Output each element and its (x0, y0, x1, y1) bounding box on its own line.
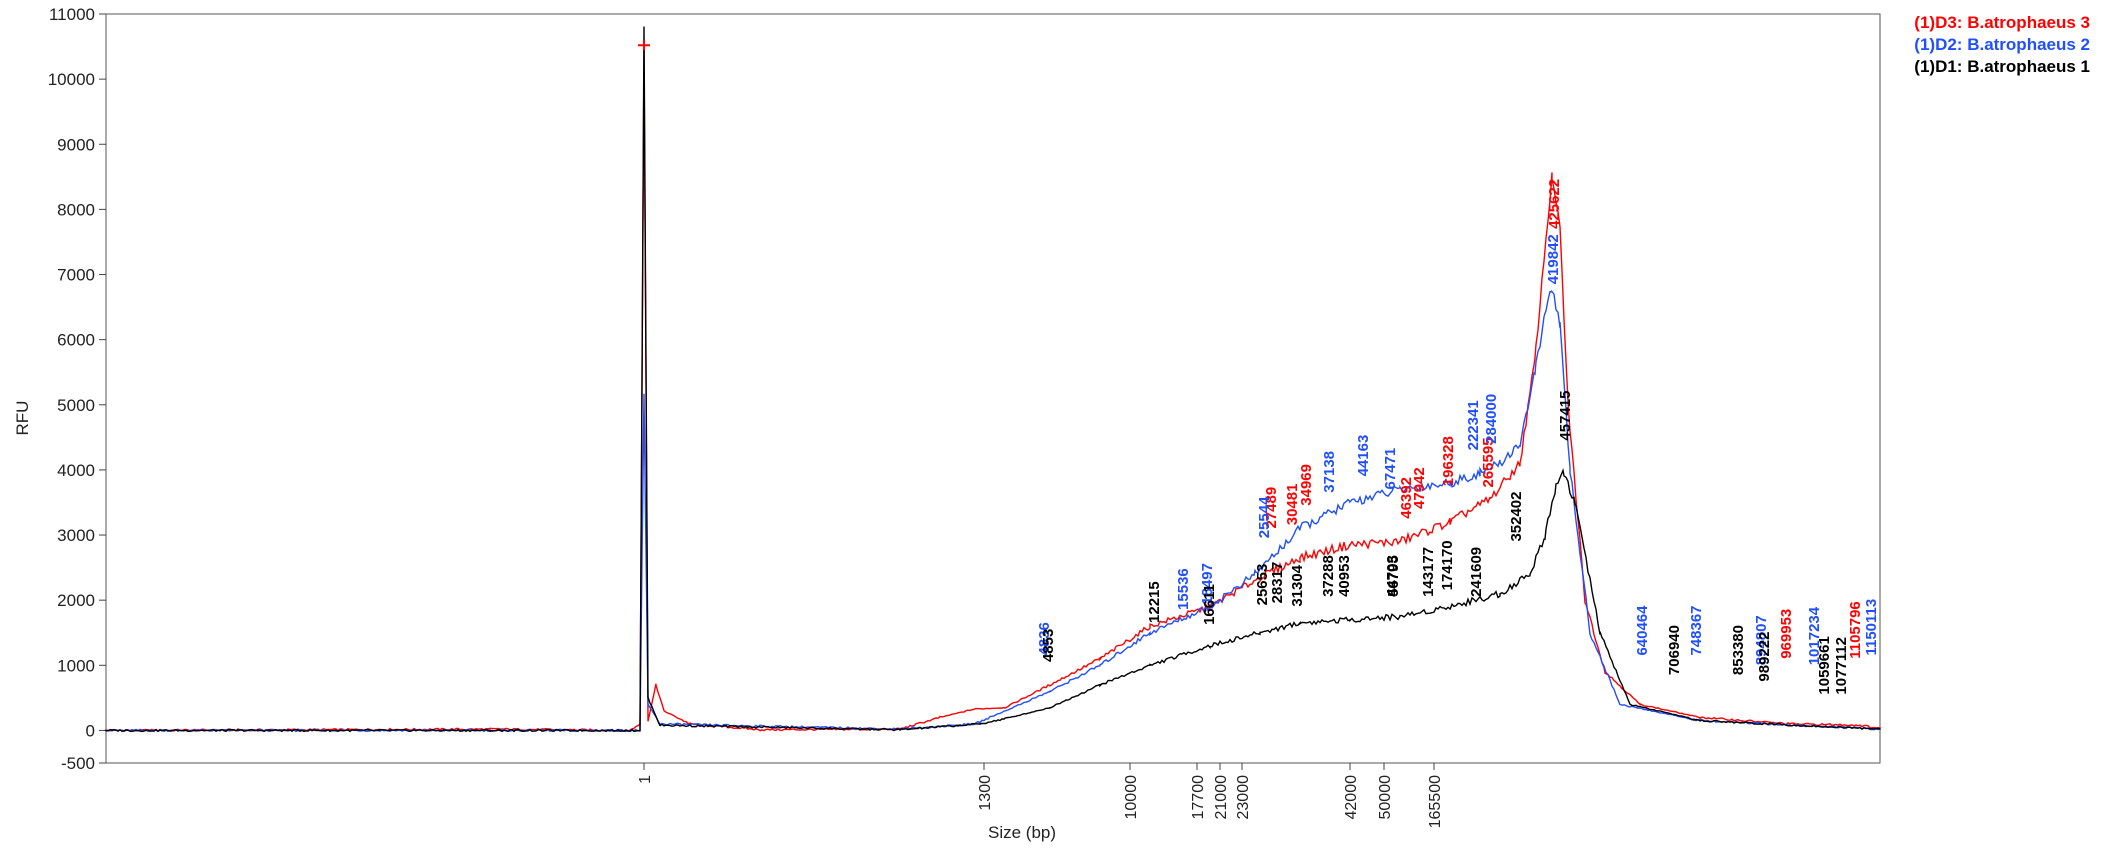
x-tick-label: 1 (637, 775, 654, 784)
peak-label: 174170 (1439, 540, 1456, 590)
x-tick-label: 21000 (1213, 775, 1230, 820)
series-line-1 (105, 46, 1881, 733)
peak-label: 1077112 (1833, 637, 1850, 695)
peak-label: 25653 (1254, 564, 1271, 606)
y-tick-label: 0 (86, 721, 95, 740)
y-axis-title: RFU (13, 401, 32, 436)
peak-label: 1017234 (1806, 606, 1823, 665)
y-tick-label: 1000 (57, 656, 95, 675)
peak-label: 37288 (1320, 555, 1337, 597)
y-tick-label: 10000 (48, 70, 95, 89)
peak-label: 4853 (1040, 629, 1057, 662)
x-tick-label: 165500 (1427, 775, 1444, 828)
peak-label: 1150113 (1863, 599, 1880, 656)
legend-entry-d2: (1)D2: B.atrophaeus 2 (1914, 35, 2090, 54)
legend-entry-d3: (1)D3: B.atrophaeus 3 (1914, 13, 2090, 32)
x-tick-label: 50000 (1377, 775, 1394, 820)
series-lines (105, 26, 1881, 733)
peak-label: 46392 (1398, 477, 1415, 519)
peak-label: 12215 (1146, 581, 1163, 623)
plot-frame (105, 13, 1881, 764)
peak-label: 34969 (1298, 464, 1315, 506)
peak-label: 18497 (1199, 563, 1216, 605)
peak-label: 56795 (1385, 555, 1402, 597)
peak-label: 15536 (1175, 568, 1192, 610)
peak-label: 196328 (1440, 436, 1457, 486)
peak-label: 222341 (1465, 400, 1482, 450)
peak-label: 457415 (1557, 391, 1574, 441)
y-tick-label: 2000 (57, 591, 95, 610)
y-tick-label: 11000 (49, 5, 95, 24)
peak-label: 31304 (1289, 564, 1306, 606)
peak-label: 265595 (1480, 437, 1497, 487)
peak-label: 853380 (1730, 625, 1747, 675)
x-axis: 1 1300 10000 17700 21000 23000 42000 50000 16550… (637, 763, 1444, 828)
y-tick-label: -500 (61, 754, 95, 773)
peak-label: 241609 (1468, 547, 1485, 597)
peak-label: 419842 (1545, 234, 1562, 284)
peak-label: 1059661 (1816, 636, 1833, 694)
peak-label: 425622 (1546, 179, 1563, 229)
y-axis: -500 0 1000 2000 3000 4000 5000 6000 7000 8000 900… (48, 5, 106, 773)
peak-label: 67471 (1382, 448, 1399, 490)
legend-entry-d1: (1)D1: B.atrophaeus 1 (1914, 57, 2090, 76)
peak-label: 37138 (1321, 451, 1338, 493)
peak-label: 16611 (1201, 584, 1218, 625)
peak-label: 27489 (1263, 487, 1280, 529)
peak-label: 640464 (1634, 605, 1651, 656)
y-tick-label: 7000 (57, 266, 95, 285)
peak-label: 143177 (1420, 547, 1437, 597)
peak-label: 30481 (1284, 484, 1301, 526)
peak-label: 44163 (1355, 435, 1372, 477)
peak-label: 989222 (1756, 632, 1773, 682)
x-tick-label: 23000 (1235, 775, 1252, 820)
peak-label: 25544 (1256, 496, 1273, 538)
x-tick-label: 17700 (1190, 775, 1207, 820)
peak-label: 969953 (1778, 609, 1795, 659)
y-tick-label: 3000 (57, 526, 95, 545)
peak-label: 40953 (1336, 555, 1353, 597)
peak-label: 352402 (1508, 491, 1525, 541)
peak-label: 894807 (1753, 615, 1770, 665)
peak-label: 4836 (1036, 622, 1053, 655)
peak-label: 1105796 (1847, 601, 1864, 659)
peak-label: 706940 (1666, 625, 1683, 675)
peak-label: 284000 (1483, 394, 1500, 444)
series-line-3 (105, 26, 1881, 733)
y-tick-label: 8000 (57, 200, 95, 219)
legend: (1)D3: B.atrophaeus 3 (1)D2: B.atrophaeu… (1914, 12, 2090, 78)
peak-marker (638, 40, 650, 51)
x-tick-label: 1300 (977, 775, 994, 811)
peak-label: 47942 (1411, 467, 1428, 509)
y-tick-label: 5000 (57, 396, 95, 415)
peak-label: 748367 (1688, 605, 1705, 655)
y-tick-label: 6000 (57, 331, 95, 350)
x-tick-label: 10000 (1123, 775, 1140, 820)
peak-label: 44703 (1384, 555, 1401, 597)
y-tick-label: 9000 (57, 135, 95, 154)
peak-label: 28317 (1269, 562, 1286, 604)
x-tick-label: 42000 (1343, 775, 1360, 820)
y-tick-label: 4000 (57, 461, 95, 480)
x-axis-title: Size (bp) (988, 823, 1056, 842)
